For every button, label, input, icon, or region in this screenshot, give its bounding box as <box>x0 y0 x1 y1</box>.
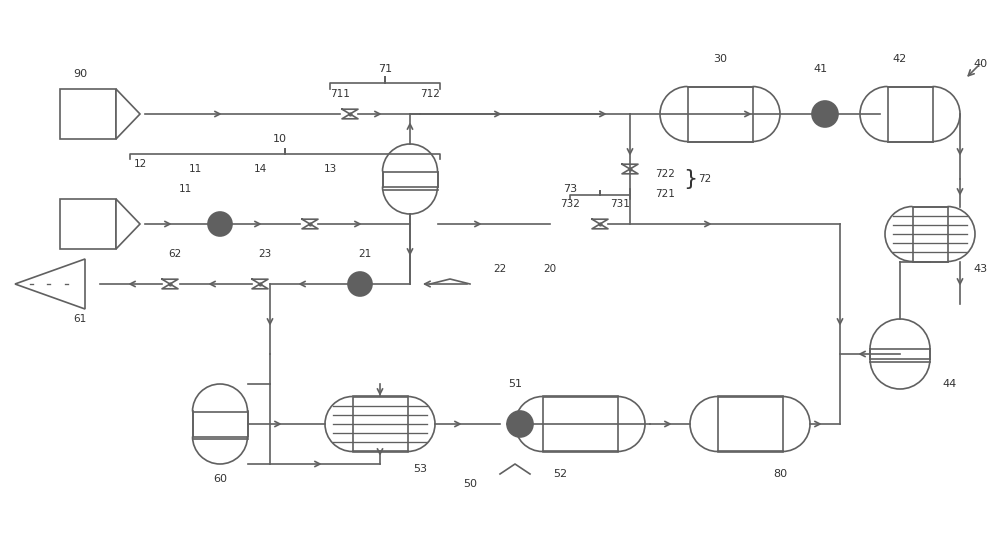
Text: 23: 23 <box>258 249 272 259</box>
Text: 712: 712 <box>420 89 440 99</box>
Text: 11: 11 <box>188 164 202 174</box>
Text: 10: 10 <box>273 134 287 144</box>
Text: 40: 40 <box>973 59 987 69</box>
Polygon shape <box>15 259 85 309</box>
Circle shape <box>507 411 533 437</box>
Text: 732: 732 <box>560 199 580 209</box>
Circle shape <box>348 272 372 296</box>
Bar <box>888 86 932 141</box>
Bar <box>60 199 116 249</box>
Text: 51: 51 <box>508 379 522 389</box>
Text: 50: 50 <box>463 479 477 489</box>
Circle shape <box>812 101 838 127</box>
Text: 11: 11 <box>178 184 192 194</box>
Polygon shape <box>116 89 140 139</box>
Text: 62: 62 <box>168 249 182 259</box>
Bar <box>912 207 948 261</box>
Text: 41: 41 <box>813 64 827 74</box>
Bar <box>688 86 753 141</box>
Text: 711: 711 <box>330 89 350 99</box>
Text: 52: 52 <box>553 469 567 479</box>
Text: 722: 722 <box>655 169 675 179</box>
Bar <box>352 397 408 452</box>
Bar <box>60 89 116 139</box>
Text: 731: 731 <box>610 199 630 209</box>
Text: 60: 60 <box>213 474 227 484</box>
Bar <box>870 349 930 359</box>
Circle shape <box>208 212 232 236</box>
Text: 42: 42 <box>893 54 907 64</box>
Text: 53: 53 <box>413 464 427 474</box>
Text: M: M <box>515 419 525 429</box>
Bar <box>192 412 248 437</box>
Text: P: P <box>357 280 363 289</box>
Text: 20: 20 <box>543 264 557 274</box>
Text: 30: 30 <box>713 54 727 64</box>
Text: 12: 12 <box>133 159 147 169</box>
Text: 73: 73 <box>563 184 577 194</box>
Text: 13: 13 <box>323 164 337 174</box>
Text: 80: 80 <box>773 469 787 479</box>
Text: 721: 721 <box>655 189 675 199</box>
Text: }: } <box>683 169 697 189</box>
Text: 61: 61 <box>73 314 87 324</box>
Bar <box>382 172 438 187</box>
Text: P: P <box>217 219 223 228</box>
Text: 43: 43 <box>973 264 987 274</box>
Text: 14: 14 <box>253 164 267 174</box>
Polygon shape <box>116 199 140 249</box>
Text: 72: 72 <box>698 174 712 184</box>
Text: 90: 90 <box>73 69 87 79</box>
Bar <box>542 397 618 452</box>
Bar <box>718 397 782 452</box>
Text: M: M <box>820 109 830 119</box>
Text: 22: 22 <box>493 264 507 274</box>
Text: 44: 44 <box>943 379 957 389</box>
Text: 71: 71 <box>378 64 392 74</box>
Text: 21: 21 <box>358 249 372 259</box>
